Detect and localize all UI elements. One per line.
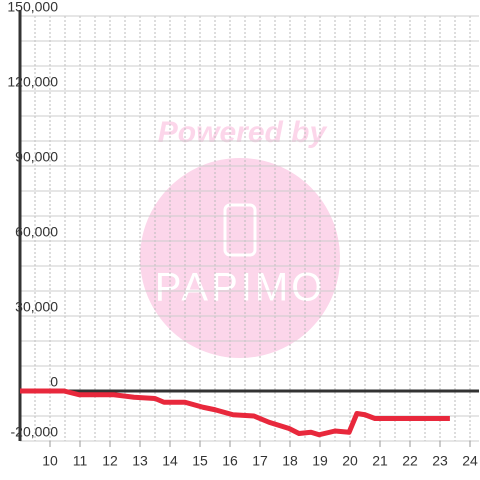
x-tick-label: 12 [102,453,118,469]
x-tick-label: 19 [312,453,328,469]
x-tick-label: 16 [222,453,238,469]
watermark-phone [223,203,257,257]
x-tick-label: 11 [73,453,88,469]
watermark-logo: PAPIMO [155,266,326,310]
x-tick-label: 13 [132,453,148,469]
x-tick-label: 24 [462,453,478,469]
y-tick-label: 90,000 [15,149,58,165]
x-tick-label: 15 [192,453,208,469]
y-tick-label: 150,000 [7,0,58,15]
y-tick-label: 30,000 [15,299,58,315]
x-tick-label: 14 [162,453,178,469]
x-tick-label: 23 [432,453,448,469]
y-tick-label: 60,000 [15,224,58,240]
y-tick-label: -20,000 [11,424,59,440]
x-tick-label: 21 [372,453,388,469]
watermark-text: Powered by [158,116,328,149]
x-tick-label: 22 [402,453,418,469]
x-tick-label: 17 [252,453,268,469]
x-tick-label: 20 [342,453,358,469]
line [20,388,450,438]
x-tick-label: 18 [282,453,298,469]
x-tick-label: 10 [42,453,58,469]
y-tick-label: 0 [50,374,58,390]
y-tick-label: 120,000 [7,74,58,90]
